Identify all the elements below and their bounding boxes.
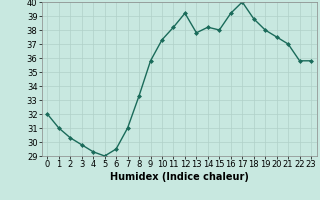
X-axis label: Humidex (Indice chaleur): Humidex (Indice chaleur) — [110, 172, 249, 182]
